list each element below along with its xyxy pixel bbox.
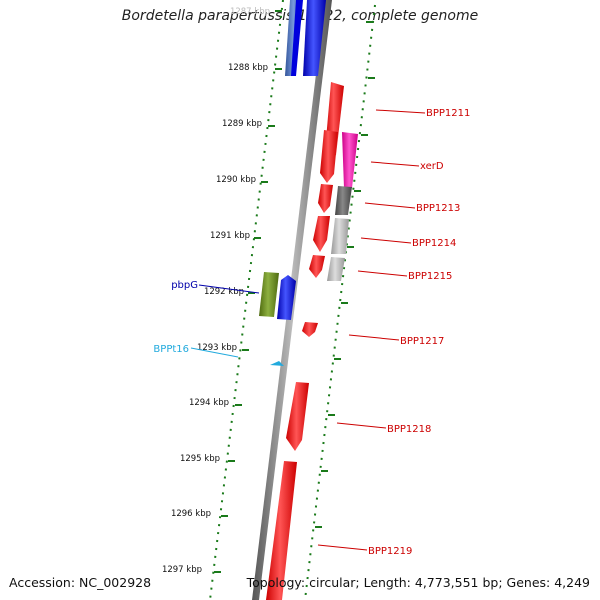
accession-label: Accession: NC_002928: [9, 575, 152, 590]
gene-pbpG-neighbor[interactable]: [259, 272, 279, 317]
gene-label-BPP1211[interactable]: BPP1211: [426, 108, 470, 119]
gene-label-BPP1217[interactable]: BPP1217: [400, 336, 444, 347]
scale-label: 1287 kbp: [230, 7, 270, 17]
gene-BPP1219[interactable]: [266, 461, 297, 600]
gene-label-BPP1214[interactable]: BPP1214: [412, 238, 456, 249]
gene-label-BPPt16[interactable]: BPPt16: [153, 344, 189, 355]
scale-label: 1295 kbp: [180, 454, 220, 464]
gene-label-BPP1219[interactable]: BPP1219: [368, 546, 412, 557]
scale-label: 1288 kbp: [228, 63, 268, 73]
scale-label: 1293 kbp: [197, 343, 237, 353]
scale-ticks: [214, 10, 375, 573]
gene-BPP1217[interactable]: [302, 322, 318, 337]
gene-pbpG[interactable]: [277, 275, 296, 320]
gene-BPPt16[interactable]: [270, 361, 284, 366]
scale-label: 1290 kbp: [216, 175, 256, 185]
gene-BPP1213[interactable]: [335, 186, 352, 215]
scale-label: 1296 kbp: [171, 509, 211, 519]
scale-label: 1297 kbp: [162, 565, 202, 575]
gene-label-BPP1215[interactable]: BPP1215: [408, 271, 452, 282]
gene-xerD[interactable]: [342, 132, 358, 188]
genome-summary: Topology: circular; Length: 4,773,551 bp…: [246, 575, 590, 590]
scale-label: 1292 kbp: [204, 287, 244, 297]
gene-BPP1215-a[interactable]: [309, 255, 325, 278]
gene-BPP1218[interactable]: [286, 382, 309, 451]
gene-BPP1213-a[interactable]: [318, 184, 333, 213]
gene-label-BPP1213[interactable]: BPP1213: [416, 203, 460, 214]
gene-label-xerD[interactable]: xerD: [420, 161, 444, 172]
gene-BPP1211-b[interactable]: [320, 130, 338, 183]
scale-label: 1291 kbp: [210, 231, 250, 241]
gene-label-pbpG[interactable]: pbpG: [171, 280, 198, 291]
gene-BPP1215[interactable]: [327, 257, 345, 281]
gene-labels: BPP1211 xerD BPP1213 BPP1214 BPP1215 BPP…: [153, 108, 470, 557]
scale-labels: 1287 kbp 1288 kbp 1289 kbp 1290 kbp 1291…: [162, 7, 270, 575]
gene-arrow[interactable]: [291, 0, 303, 76]
scale-label: 1294 kbp: [189, 398, 229, 408]
gene-BPP1214[interactable]: [331, 218, 349, 254]
scale-label: 1289 kbp: [222, 119, 262, 129]
gene-label-BPP1218[interactable]: BPP1218: [387, 424, 431, 435]
gene-BPP1214-a[interactable]: [313, 216, 330, 252]
gene-arrow[interactable]: [303, 0, 326, 76]
